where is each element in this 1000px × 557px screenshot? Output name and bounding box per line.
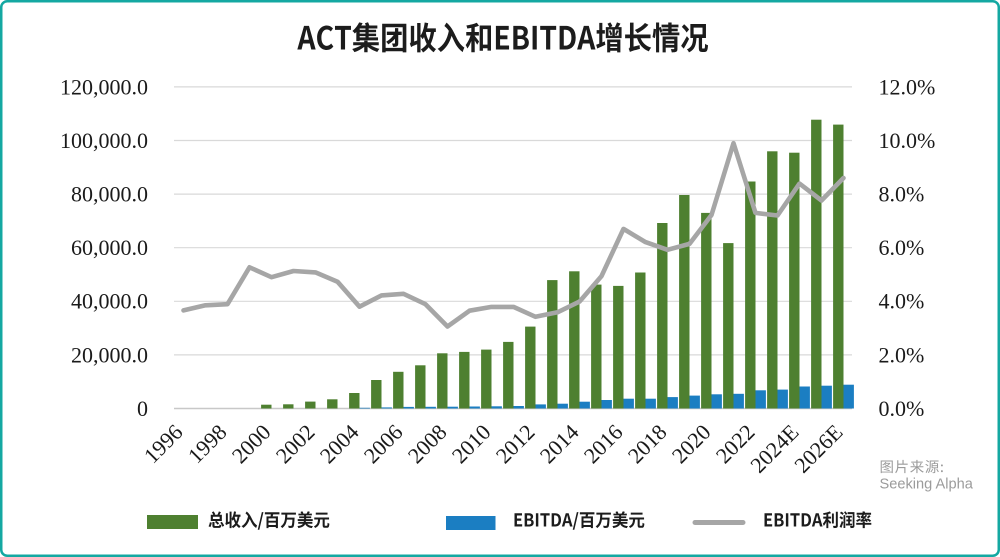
svg-text:80,000.0: 80,000.0 <box>71 182 148 207</box>
svg-text:6.0%: 6.0% <box>879 235 925 260</box>
svg-text:40,000.0: 40,000.0 <box>71 289 148 314</box>
svg-text:0.0%: 0.0% <box>879 396 925 421</box>
svg-text:8.0%: 8.0% <box>879 182 925 207</box>
svg-text:60,000.0: 60,000.0 <box>71 235 148 260</box>
svg-text:10.0%: 10.0% <box>879 128 936 153</box>
svg-text:4.0%: 4.0% <box>879 289 925 314</box>
svg-text:Seeking Alpha: Seeking Alpha <box>880 477 974 493</box>
svg-text:100,000.0: 100,000.0 <box>60 128 148 153</box>
svg-text:20,000.0: 20,000.0 <box>71 342 148 367</box>
svg-text:12.0%: 12.0% <box>879 74 936 99</box>
svg-text:120,000.0: 120,000.0 <box>60 74 148 99</box>
svg-text:2.0%: 2.0% <box>879 342 925 367</box>
svg-text:0: 0 <box>137 396 148 421</box>
